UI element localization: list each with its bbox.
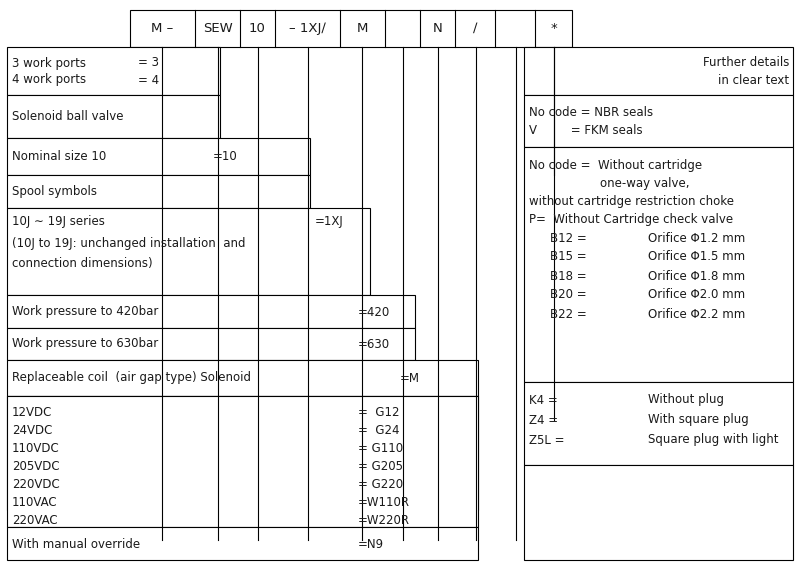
Bar [524, 382, 793, 465]
Text: M –: M – [151, 22, 174, 35]
Text: = G205: = G205 [358, 460, 403, 474]
Bar [7, 47, 220, 95]
Text: No code =  Without cartridge: No code = Without cartridge [529, 159, 702, 171]
Bar [7, 295, 415, 328]
Text: B15 =: B15 = [550, 251, 586, 263]
Text: 110VDC: 110VDC [12, 442, 60, 456]
Text: Z5L =: Z5L = [529, 434, 565, 446]
Text: 12VDC: 12VDC [12, 406, 52, 420]
Text: B20 =: B20 = [550, 288, 586, 302]
Bar [7, 360, 478, 396]
Bar [524, 465, 793, 560]
Text: =420: =420 [358, 306, 390, 318]
Text: one-way valve,: one-way valve, [600, 177, 690, 189]
Text: *: * [550, 22, 557, 35]
Text: =1XJ: =1XJ [315, 215, 344, 229]
Bar [7, 95, 220, 138]
Text: =630: =630 [358, 338, 390, 350]
Text: SEW: SEW [202, 22, 232, 35]
Text: =W220R: =W220R [358, 515, 410, 527]
Text: 205VDC: 205VDC [12, 460, 60, 474]
Text: Orifice Φ2.0 mm: Orifice Φ2.0 mm [648, 288, 745, 302]
Text: Solenoid ball valve: Solenoid ball valve [12, 111, 123, 123]
Text: 3 work ports: 3 work ports [12, 57, 86, 69]
Text: Orifice Φ1.5 mm: Orifice Φ1.5 mm [648, 251, 745, 263]
Text: – 1XJ∕: – 1XJ∕ [289, 22, 326, 35]
Text: =  G12: = G12 [358, 406, 399, 420]
Text: Square plug with light: Square plug with light [648, 434, 778, 446]
Text: without cartridge restriction choke: without cartridge restriction choke [529, 195, 734, 207]
Text: =M: =M [400, 372, 420, 384]
Text: With manual override: With manual override [12, 537, 140, 551]
Bar [7, 328, 415, 360]
Bar [7, 208, 370, 295]
Text: K4 =: K4 = [529, 394, 558, 406]
Text: 110VAC: 110VAC [12, 497, 58, 510]
Text: ∕: ∕ [473, 22, 478, 35]
Bar [7, 396, 478, 510]
Bar [7, 396, 478, 527]
Text: N: N [433, 22, 442, 35]
Text: With square plug: With square plug [648, 413, 749, 427]
Text: in clear text: in clear text [718, 74, 789, 86]
Text: Work pressure to 630bar: Work pressure to 630bar [12, 338, 158, 350]
Text: (10J to 19J: unchanged installation  and: (10J to 19J: unchanged installation and [12, 237, 246, 251]
Text: Z4 =: Z4 = [529, 413, 558, 427]
Text: No code = NBR seals: No code = NBR seals [529, 105, 653, 119]
Text: = 4: = 4 [138, 74, 159, 86]
Text: B22 =: B22 = [550, 307, 586, 321]
Text: Nominal size 10: Nominal size 10 [12, 151, 106, 163]
Text: =  G24: = G24 [358, 424, 399, 438]
Text: Orifice Φ1.8 mm: Orifice Φ1.8 mm [648, 269, 745, 283]
Text: 4 work ports: 4 work ports [12, 74, 86, 86]
Text: 220VDC: 220VDC [12, 478, 60, 492]
Text: Work pressure to 420bar: Work pressure to 420bar [12, 306, 158, 318]
Text: 24VDC: 24VDC [12, 424, 52, 438]
Bar [524, 95, 793, 147]
Text: connection dimensions): connection dimensions) [12, 256, 153, 269]
Bar [130, 10, 572, 47]
Text: 220VAC: 220VAC [12, 515, 58, 527]
Text: = 3: = 3 [138, 57, 159, 69]
Text: B18 =: B18 = [550, 269, 586, 283]
Text: M: M [357, 22, 368, 35]
Text: Replaceable coil  (air gap type) Solenoid: Replaceable coil (air gap type) Solenoid [12, 372, 251, 384]
Text: B12 =: B12 = [550, 232, 586, 244]
Bar [7, 138, 310, 175]
Text: 10J ∼ 19J series: 10J ∼ 19J series [12, 215, 105, 229]
Text: = G220: = G220 [358, 478, 403, 492]
Text: V         = FKM seals: V = FKM seals [529, 124, 642, 137]
Text: Spool symbols: Spool symbols [12, 185, 97, 199]
Text: Orifice Φ1.2 mm: Orifice Φ1.2 mm [648, 232, 746, 244]
Text: Orifice Φ2.2 mm: Orifice Φ2.2 mm [648, 307, 746, 321]
Text: =N9: =N9 [358, 537, 384, 551]
Bar [7, 175, 310, 208]
Text: 10: 10 [249, 22, 266, 35]
Text: =10: =10 [213, 151, 238, 163]
Text: = G110: = G110 [358, 442, 403, 456]
Text: Without plug: Without plug [648, 394, 724, 406]
Bar [7, 527, 478, 560]
Bar [524, 147, 793, 382]
Text: P=  Without Cartridge check valve: P= Without Cartridge check valve [529, 212, 733, 225]
Bar [524, 47, 793, 95]
Text: =W110R: =W110R [358, 497, 410, 510]
Text: Further details: Further details [702, 57, 789, 69]
